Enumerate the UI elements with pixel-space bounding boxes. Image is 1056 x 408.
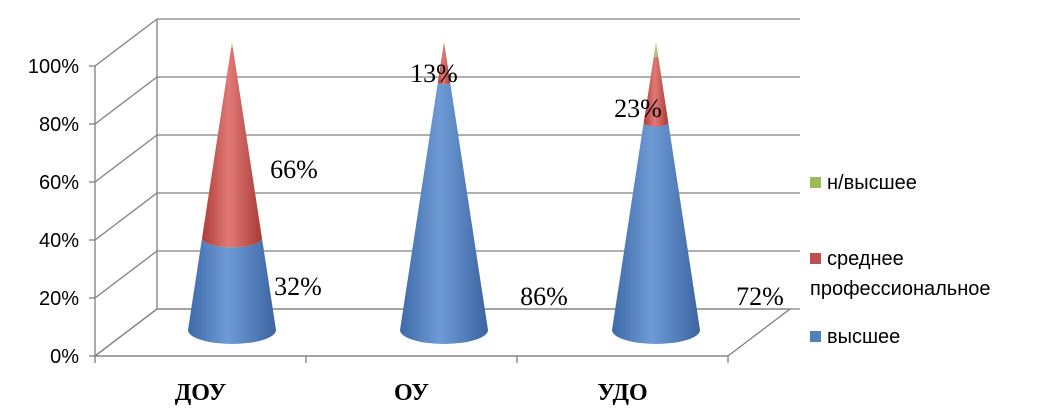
cone-segment-среднее-профессиональное-ДОУ bbox=[202, 47, 262, 248]
data-label: 72% bbox=[736, 282, 784, 311]
y-tick-label: 100% bbox=[28, 56, 79, 78]
x-axis: ДОУ ОУ УДО bbox=[94, 355, 729, 406]
legend-swatch bbox=[810, 177, 821, 188]
cone-segment-среднее-профессиональное-УДО bbox=[643, 56, 669, 127]
cone-segment-н-высшее-ДОУ bbox=[231, 42, 233, 49]
gridline-side bbox=[94, 134, 158, 183]
gridline-side bbox=[94, 18, 158, 67]
y-tick-label: 20% bbox=[39, 288, 79, 310]
cone-segment-высшее-ОУ bbox=[400, 82, 488, 344]
y-axis: 0% 20% 40% 60% 80% 100% bbox=[28, 56, 96, 368]
data-label: 23% bbox=[614, 94, 662, 123]
category-label: ОУ bbox=[394, 380, 429, 406]
legend-label: профессиональное bbox=[810, 278, 991, 300]
category-label: УДО bbox=[597, 380, 647, 406]
y-tick-label: 60% bbox=[39, 172, 79, 194]
y-tick-label: 40% bbox=[39, 230, 79, 252]
legend-swatch bbox=[810, 253, 821, 264]
legend-swatch bbox=[810, 331, 821, 342]
gridline-side bbox=[94, 192, 158, 241]
gridline-side bbox=[94, 76, 158, 125]
cones bbox=[188, 42, 700, 344]
data-label: 86% bbox=[520, 282, 568, 311]
legend-label: н/высшее bbox=[827, 172, 917, 194]
gridline-side bbox=[94, 308, 158, 357]
legend-label: среднее bbox=[827, 248, 904, 270]
cone-segment-среднее-профессиональное-ОУ bbox=[437, 44, 451, 85]
data-label: 13% bbox=[410, 59, 458, 88]
y-tick-label: 0% bbox=[50, 346, 79, 368]
data-label: 66% bbox=[270, 155, 318, 184]
category-label: ДОУ bbox=[175, 380, 227, 406]
cone-segment-н-высшее-УДО bbox=[653, 42, 659, 58]
gridline-side bbox=[94, 250, 158, 299]
cone-segment-высшее-УДО bbox=[612, 122, 700, 344]
y-tick-label: 80% bbox=[39, 114, 79, 136]
cone-segment-высшее-ДОУ bbox=[188, 237, 276, 344]
cone-segment-н-высшее-ОУ bbox=[443, 42, 445, 46]
data-label: 32% bbox=[274, 272, 322, 301]
legend-label: высшее bbox=[827, 326, 901, 348]
data-labels: 32% 86% 72% 66% 13% 23% bbox=[270, 59, 784, 311]
